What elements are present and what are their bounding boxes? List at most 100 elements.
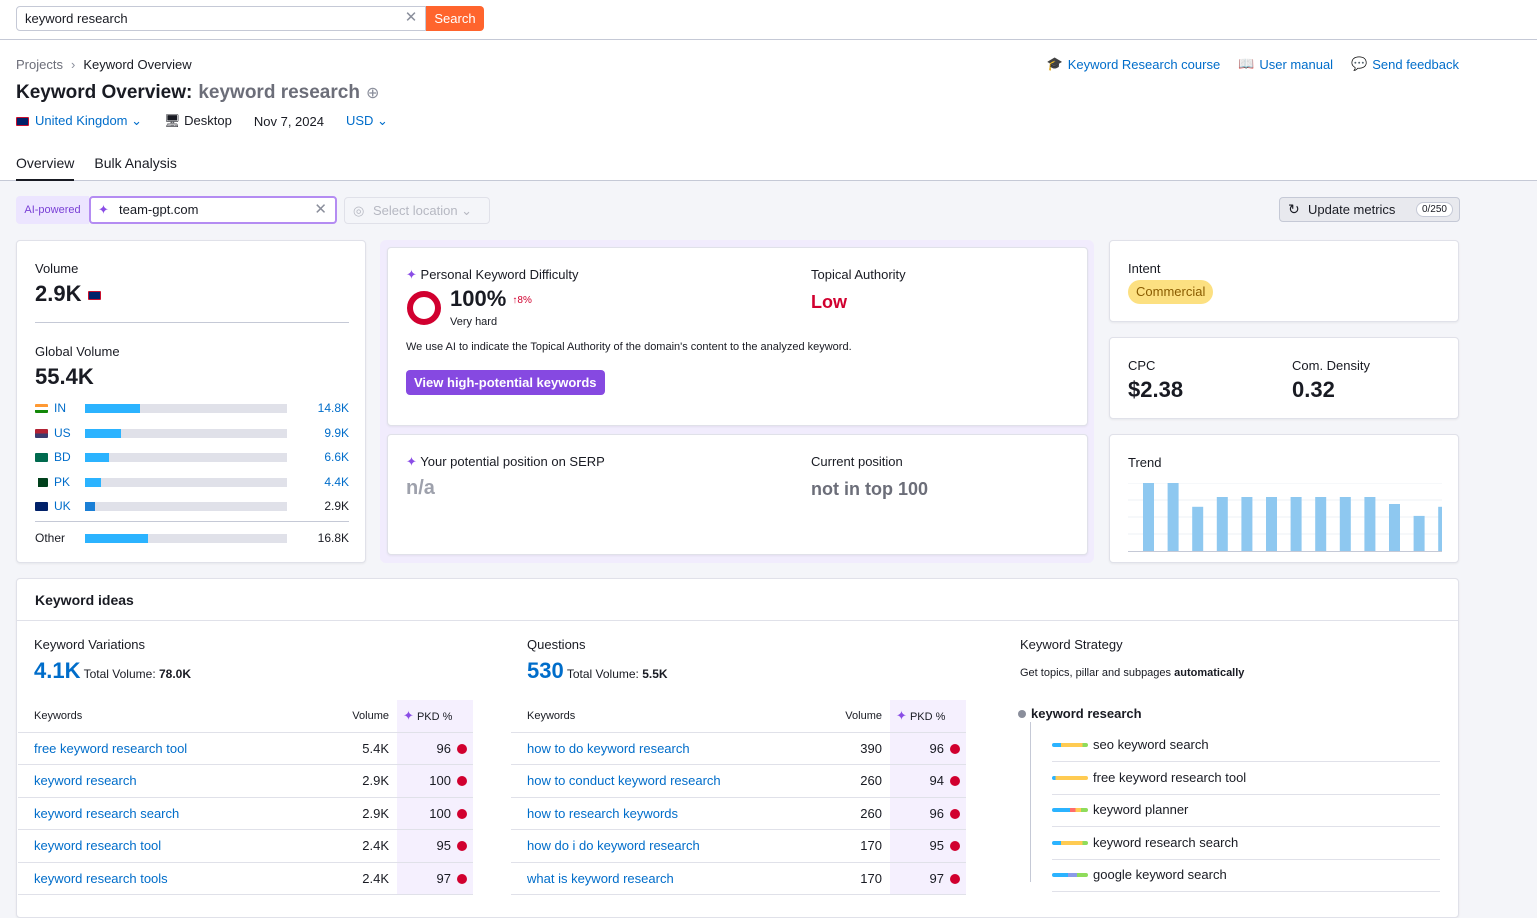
trend-bar[interactable] — [1143, 483, 1154, 551]
strategy-item-label: keyword research search — [1093, 834, 1239, 850]
comment-icon: 💬 — [1351, 56, 1368, 71]
domain-input[interactable]: ✦ team-gpt.com ✕ — [89, 196, 337, 224]
strategy-item[interactable]: keyword planner — [1052, 795, 1440, 827]
page-title: Keyword Overview: keyword research ⊕ — [16, 82, 379, 104]
update-metrics-button[interactable]: ↻ Update metrics 0/250 — [1279, 197, 1460, 222]
intent-badge: Commercial — [1128, 280, 1214, 304]
strategy-item[interactable]: google keyword search — [1052, 860, 1440, 892]
global-volume-value: 55.4K — [35, 364, 94, 389]
volume-value: 2.9K — [35, 281, 107, 307]
currency-select[interactable]: USD ⌄ — [345, 113, 388, 128]
table-header-row: Keywords Volume ✦ PKD % — [18, 700, 473, 733]
pkd-value: 97 — [929, 870, 944, 886]
current-position-value: not in top 100 — [811, 479, 928, 499]
strategy-label: Keyword Strategy — [1020, 637, 1123, 652]
country-row-uk[interactable]: UK 2.9K — [35, 499, 349, 513]
clear-icon[interactable]: ✕ — [404, 9, 418, 26]
pkd-value: 97 — [436, 870, 451, 886]
trend-bar[interactable] — [1167, 483, 1179, 551]
device-select[interactable]: 🖥 Desktop — [164, 113, 232, 129]
pkd-cell: 97 — [397, 862, 473, 895]
trend-bar[interactable] — [1216, 497, 1228, 551]
keyword-link[interactable]: keyword research — [34, 773, 137, 789]
root-dot-icon — [1018, 710, 1026, 718]
breadcrumb-projects[interactable]: Projects — [16, 57, 63, 72]
keyword-link[interactable]: how to do keyword research — [527, 740, 690, 756]
trend-bar[interactable] — [1438, 506, 1442, 551]
date-select[interactable]: Nov 7, 2024 — [253, 113, 324, 129]
trend-bar[interactable] — [1339, 497, 1351, 551]
keyword-link[interactable]: keyword research tool — [34, 838, 162, 854]
trend-bar[interactable] — [1266, 497, 1277, 551]
variations-count[interactable]: 4.1K — [34, 658, 81, 683]
keyword-link[interactable]: keyword research tools — [34, 870, 168, 886]
pkd-value: 95 — [929, 838, 944, 854]
search-input[interactable]: keyword research — [16, 6, 426, 31]
trend-bar[interactable] — [1364, 497, 1376, 551]
keyword-link[interactable]: what is keyword research — [527, 870, 674, 886]
country-bar-fill — [85, 428, 122, 438]
keyword-link[interactable]: how do i do keyword research — [527, 838, 700, 854]
table-row: how to do keyword research 390 96 — [511, 732, 966, 765]
pkd-header[interactable]: ✦ PKD % — [397, 700, 473, 733]
pkd-level: Very hard — [450, 316, 498, 328]
feedback-link[interactable]: 💬 Send feedback — [1351, 56, 1459, 72]
trend-bar[interactable] — [1290, 497, 1302, 551]
trend-bar[interactable] — [1241, 497, 1253, 551]
keyword-cell: keyword research tool — [18, 829, 318, 863]
country-row-us[interactable]: US 9.9K — [35, 426, 349, 440]
course-link[interactable]: 🎓 Keyword Research course — [1047, 56, 1221, 72]
difficulty-dot-icon — [950, 808, 960, 819]
country-row-in[interactable]: IN 14.8K — [35, 401, 349, 415]
view-high-potential-button[interactable]: View high-potential keywords — [406, 370, 605, 395]
trend-bar[interactable] — [1389, 504, 1400, 551]
table-row: free keyword research tool 5.4K 96 — [18, 732, 473, 765]
pkd-header[interactable]: ✦ PKD % — [890, 700, 966, 733]
country-code: UK — [35, 499, 71, 513]
pkd-cell: 100 — [397, 764, 473, 798]
pkd-value: 94 — [929, 773, 944, 789]
variations-table: Keywords Volume ✦ PKD % free keyword resear… — [18, 700, 473, 895]
country-bar-fill — [85, 404, 140, 413]
strategy-root[interactable]: keyword research — [1018, 706, 1142, 721]
chevron-right-icon: › — [70, 57, 76, 72]
difficulty-dot-icon — [950, 743, 960, 754]
strategy-item[interactable]: seo keyword search — [1052, 730, 1440, 762]
trend-bar[interactable] — [1192, 506, 1204, 551]
pkd-cell: 94 — [890, 764, 966, 798]
volume-cell: 170 — [823, 829, 890, 863]
header-links: 🎓 Keyword Research course 📖 User manual 💬 S… — [1047, 56, 1459, 72]
keyword-link[interactable]: free keyword research tool — [34, 740, 188, 756]
manual-link[interactable]: 📖 User manual — [1238, 56, 1333, 72]
volume-header[interactable]: Volume — [317, 700, 397, 733]
keyword-cell: keyword research search — [18, 797, 318, 830]
country-bar-fill — [85, 477, 102, 487]
country-select[interactable]: United Kingdom ⌄ — [16, 113, 142, 129]
add-circle-icon[interactable]: ⊕ — [365, 85, 380, 102]
title-prefix: Keyword Overview: — [16, 82, 193, 103]
uk-flag-icon — [16, 117, 29, 127]
trend-bar[interactable] — [1315, 497, 1327, 551]
tab-overview[interactable]: Overview — [16, 155, 75, 181]
pkd-value: 96 — [929, 740, 944, 756]
location-select[interactable]: ◎ Select location ⌄ — [344, 197, 490, 224]
country-code: PK — [35, 475, 70, 489]
strategy-item[interactable]: keyword research search — [1052, 828, 1440, 860]
clear-domain-icon[interactable]: ✕ — [314, 201, 327, 218]
country-row-pk[interactable]: PK 4.4K — [35, 475, 349, 489]
keyword-link[interactable]: keyword research search — [34, 805, 180, 821]
strategy-item[interactable]: free keyword research tool — [1052, 763, 1440, 795]
search-button[interactable]: Search — [426, 6, 484, 31]
volume-header[interactable]: Volume — [823, 700, 890, 733]
tab-bulk-analysis[interactable]: Bulk Analysis — [94, 155, 177, 171]
trend-bar[interactable] — [1413, 515, 1425, 551]
keyword-link[interactable]: how to conduct keyword research — [527, 773, 721, 789]
device-label: Desktop — [184, 113, 232, 128]
keyword-cell: what is keyword research — [511, 862, 824, 895]
keyword-ideas-title: Keyword ideas — [17, 579, 1458, 621]
country-value: 14.8K — [317, 401, 349, 415]
questions-count[interactable]: 530 — [527, 658, 564, 683]
country-row-other[interactable]: Other 16.8K — [35, 531, 349, 545]
keyword-link[interactable]: how to research keywords — [527, 805, 679, 821]
country-row-bd[interactable]: BD 6.6K — [35, 450, 349, 464]
